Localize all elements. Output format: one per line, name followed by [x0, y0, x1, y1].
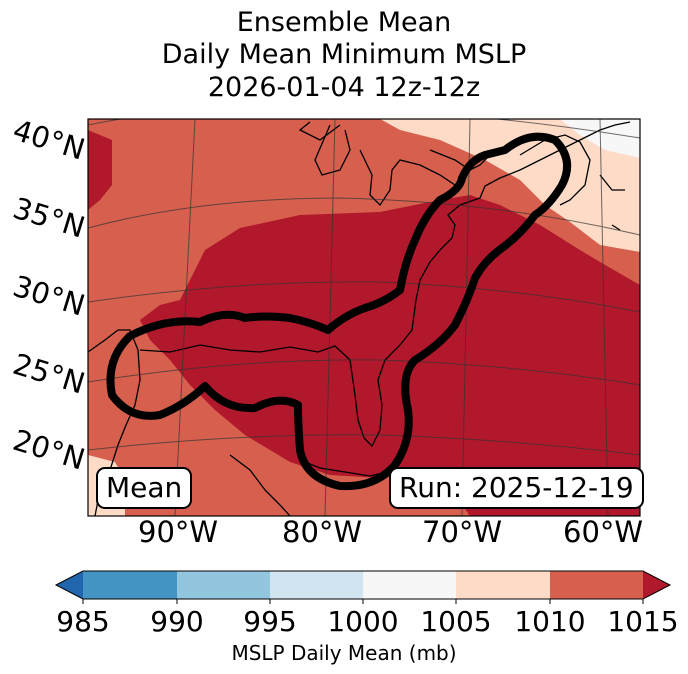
graticule: [88, 119, 640, 516]
colorbar-tick-1000: 1000: [327, 605, 399, 638]
colorbar-segment-1010-1015: [550, 571, 643, 599]
pressure-1015-plus-west: [88, 130, 112, 210]
title-line-3: 2026-01-04 12z-12z: [207, 72, 481, 103]
lon-label-60w: 60°W: [563, 515, 644, 549]
lon-label-90w: 90°W: [138, 515, 219, 549]
colorbar-over-arrow: [643, 571, 670, 599]
colorbar-segment-995-1000: [270, 571, 363, 599]
colorbar-tick-1005: 1005: [420, 605, 492, 638]
colorbar-tick-1015: 1015: [607, 605, 679, 638]
colorbar-tick-995: 995: [243, 605, 297, 638]
lon-label-80w: 80°W: [282, 515, 363, 549]
pressure-1005-1010-northeast: [380, 119, 640, 252]
colorbar-under-arrow: [56, 571, 83, 599]
colorbar-segment-1000-1005: [363, 571, 456, 599]
map-plot: [87, 118, 641, 517]
map-frame: [87, 118, 641, 517]
title-line-1: Ensemble Mean: [236, 7, 452, 38]
lon-label-70w: 70°W: [422, 515, 503, 549]
colorbar-tick-990: 990: [150, 605, 204, 638]
colorbar-label: MSLP Daily Mean (mb): [231, 641, 457, 665]
probability-contour-outline: [106, 132, 572, 491]
colorbar-tick-marks: [82, 599, 644, 604]
colorbar-segment-1005-1010: [456, 571, 550, 599]
mean-badge: Mean: [96, 467, 193, 509]
colorbar-segment-990-995: [177, 571, 270, 599]
colorbar-tick-1010: 1010: [514, 605, 586, 638]
colorbar-tick-985: 985: [56, 605, 110, 638]
run-date-badge: Run: 2025-12-19: [389, 467, 644, 509]
colorbar-segment-985-990: [83, 571, 177, 599]
title-line-2: Daily Mean Minimum MSLP: [161, 39, 527, 70]
